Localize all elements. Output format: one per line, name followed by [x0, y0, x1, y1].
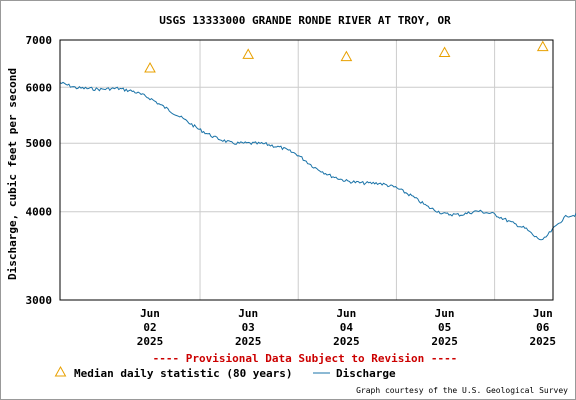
- x-tick-label: 06: [536, 321, 550, 334]
- legend-median-triangle-icon: [54, 365, 67, 377]
- chart-title: USGS 13333000 GRANDE RONDE RIVER AT TROY…: [159, 14, 451, 27]
- x-tick-label: Jun: [140, 307, 160, 320]
- median-marker: [438, 46, 451, 58]
- x-tick-label: 05: [438, 321, 451, 334]
- x-tick-label: 2025: [235, 335, 262, 348]
- y-tick-label: 5000: [26, 137, 53, 150]
- y-tick-label: 6000: [26, 81, 53, 94]
- y-tick-label: 7000: [26, 34, 53, 47]
- x-tick-label: 2025: [333, 335, 360, 348]
- legend-median-label: Median daily statistic (80 years): [74, 367, 293, 380]
- x-axis-ticks: Jun022025Jun032025Jun042025Jun052025Jun0…: [137, 307, 556, 348]
- x-tick-label: 2025: [530, 335, 557, 348]
- median-marker: [340, 50, 353, 62]
- grid-lines: [60, 40, 553, 300]
- median-marker: [242, 48, 255, 59]
- provisional-notice: ---- Provisional Data Subject to Revisio…: [153, 352, 458, 365]
- graph-credit: Graph courtesy of the U.S. Geological Su…: [356, 386, 568, 395]
- x-tick-label: 03: [242, 321, 255, 334]
- legend: Median daily statistic (80 years) Discha…: [54, 365, 396, 380]
- x-tick-label: Jun: [336, 307, 356, 320]
- x-tick-label: Jun: [435, 307, 455, 320]
- x-tick-label: 04: [340, 321, 354, 334]
- x-tick-label: 2025: [431, 335, 458, 348]
- discharge-series-line: [59, 81, 576, 241]
- y-tick-label: 4000: [26, 206, 53, 219]
- median-markers: [144, 40, 549, 73]
- y-axis-label: Discharge, cubic feet per second: [6, 68, 19, 280]
- x-tick-label: 02: [143, 321, 156, 334]
- y-axis-ticks: 7000 6000 5000 4000 3000: [26, 34, 53, 307]
- x-tick-label: 2025: [137, 335, 164, 348]
- median-marker: [536, 40, 549, 52]
- x-tick-label: Jun: [533, 307, 553, 320]
- plot-area-border: [59, 39, 554, 301]
- median-marker: [144, 61, 156, 73]
- legend-discharge-label: Discharge: [336, 367, 396, 380]
- y-tick-label: 3000: [26, 294, 53, 307]
- x-tick-label: Jun: [238, 307, 258, 320]
